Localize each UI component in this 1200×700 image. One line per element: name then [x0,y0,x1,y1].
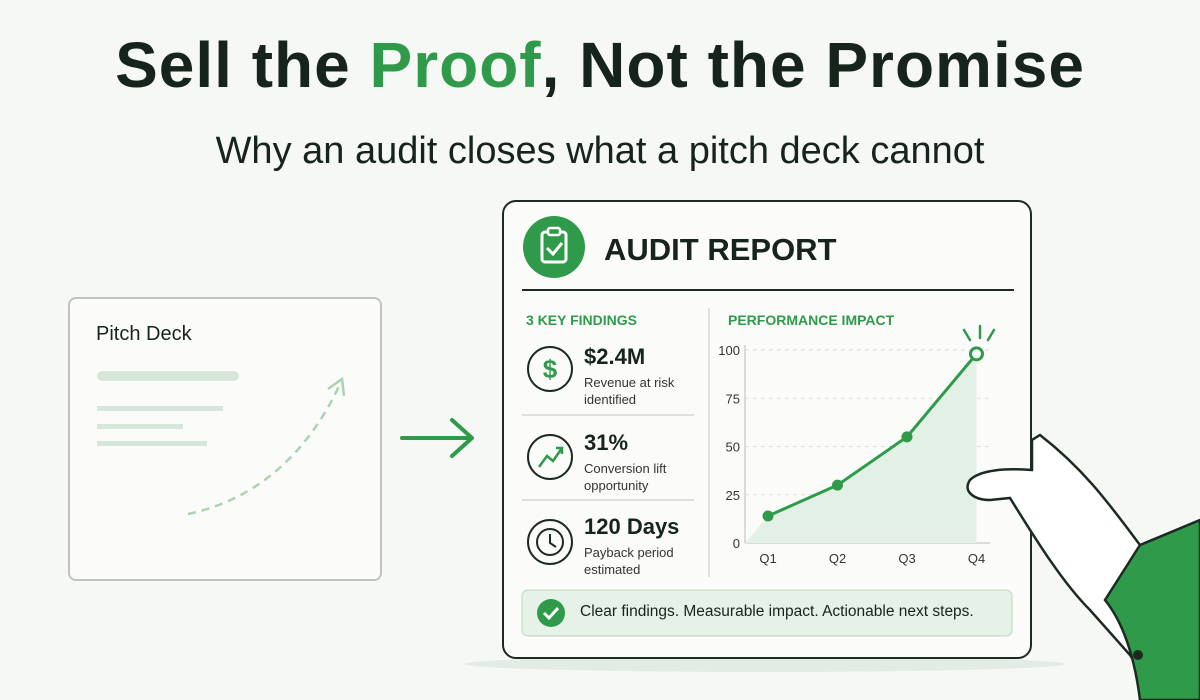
title-end: , Not the Promise [541,29,1085,101]
finding-value: 31% [584,430,629,455]
findings-heading: 3 KEY FINDINGS [526,312,637,328]
area [745,353,977,543]
point [832,479,843,491]
finding-value: 120 Days [584,514,680,539]
x-tick-label: Q4 [968,551,985,566]
report-title: AUDIT REPORT [604,232,837,267]
pitch-deck-art [97,371,346,516]
pitch-deck-card: Pitch Deck [68,297,382,581]
finding-label: Payback period estimated [584,545,674,577]
chart-heading: PERFORMANCE IMPACT [728,312,895,328]
svg-text:$: $ [543,354,558,384]
point [969,346,984,362]
x-tick-label: Q2 [829,551,846,566]
y-tick-label: 100 [718,343,740,358]
report-art: $ [521,216,1014,637]
pitch-deck-title: Pitch Deck [96,323,192,345]
x-tick-label: Q3 [898,551,915,566]
finding-value: $2.4M [584,344,646,369]
line [767,352,978,518]
title-highlight: Proof [369,29,542,101]
finding-label: Revenue at risk identified [584,375,675,407]
finding-label: Conversion lift opportunity [584,461,667,493]
y-tick-label: 0 [733,536,740,551]
footer-text: Clear findings. Measurable impact. Actio… [580,603,974,620]
point [901,431,913,443]
title-start: Sell the [115,29,370,101]
subtitle: Why an audit closes what a pitch deck ca… [215,130,985,172]
y-tick-label: 50 [726,440,740,455]
x-tick-label: Q1 [759,551,776,566]
point [762,510,774,522]
title: Sell the Proof, Not the Promise [0,28,1200,102]
y-tick-label: 75 [726,391,740,406]
y-tick-label: 25 [726,488,740,503]
